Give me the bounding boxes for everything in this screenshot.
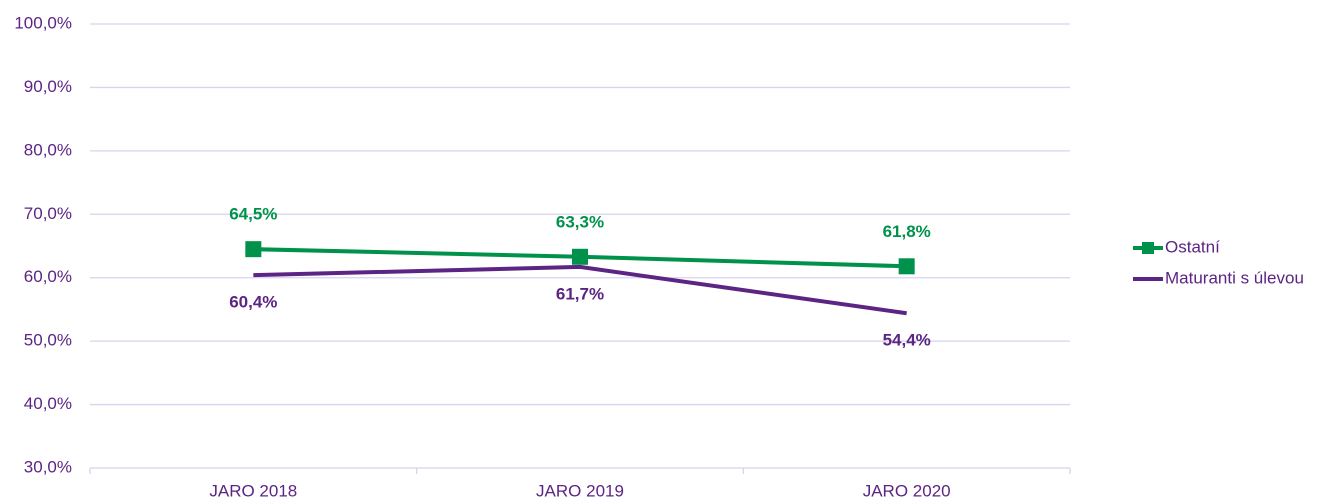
x-tick-label: JARO 2018 [209,481,297,500]
point-marker [898,258,915,275]
legend-label: Ostatní [1165,237,1220,256]
y-tick-label: 30,0% [24,457,72,476]
data-label: 54,4% [883,331,931,350]
series-line [253,264,907,316]
data-label: 61,7% [556,284,604,303]
legend-label: Maturanti s úlevou [1165,268,1304,287]
data-label: 60,4% [229,293,277,312]
y-tick-label: 100,0% [14,13,72,32]
point-marker [572,248,588,265]
data-label: 64,5% [229,205,277,224]
y-tick-label: 90,0% [24,77,72,96]
data-label: 61,8% [883,222,931,241]
x-tick-label: JARO 2020 [863,481,951,500]
y-tick-label: 80,0% [24,140,72,159]
y-tick-label: 50,0% [24,331,72,350]
y-tick-label: 40,0% [24,394,72,413]
legend-marker [1142,242,1154,254]
point-marker [245,241,262,258]
y-tick-label: 70,0% [24,204,72,223]
y-tick-label: 60,0% [24,267,72,286]
x-tick-label: JARO 2019 [536,481,624,500]
data-label: 63,3% [556,212,604,231]
